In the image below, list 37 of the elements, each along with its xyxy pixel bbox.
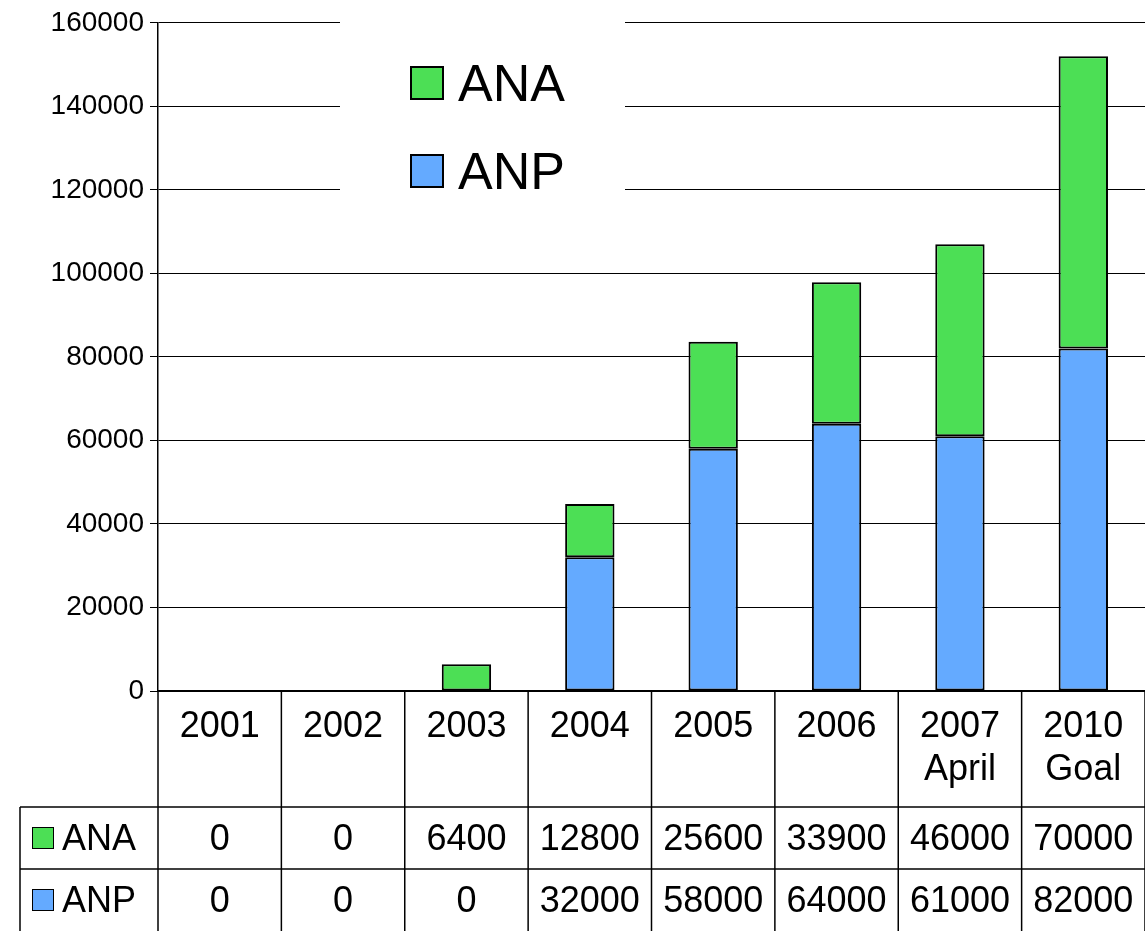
x-tick-label: 2006 bbox=[796, 703, 877, 745]
data-label: 0 bbox=[333, 816, 354, 858]
data-label: 61000 bbox=[909, 878, 1010, 920]
x-tick-label: 2003 bbox=[426, 703, 507, 745]
data-label: 33900 bbox=[786, 816, 887, 858]
x-tick-label: 2004 bbox=[549, 703, 630, 745]
y-tick-label: 160000 bbox=[50, 5, 144, 37]
data-label: 82000 bbox=[1033, 878, 1134, 920]
data-label: 70000 bbox=[1033, 816, 1134, 858]
data-label: 0 bbox=[209, 816, 230, 858]
data-label: 46000 bbox=[909, 816, 1010, 858]
data-label: 25600 bbox=[663, 816, 764, 858]
y-tick-label: 120000 bbox=[50, 172, 144, 204]
legend-label: ANA bbox=[458, 53, 565, 113]
x-tick-label: 2002 bbox=[303, 703, 384, 745]
data-label: 0 bbox=[333, 878, 354, 920]
x-tick-label: 2005 bbox=[673, 703, 754, 745]
y-tick-label: 40000 bbox=[66, 506, 144, 538]
x-tick-label: 2001 bbox=[179, 703, 260, 745]
data-label: 32000 bbox=[539, 878, 640, 920]
data-label: 0 bbox=[209, 878, 230, 920]
data-label: 12800 bbox=[539, 816, 640, 858]
y-tick-label: 80000 bbox=[66, 339, 144, 371]
data-label: 0 bbox=[456, 878, 477, 920]
text: ANA bbox=[62, 816, 137, 858]
x-tick-label: 2007 April bbox=[919, 703, 1000, 788]
legend-label: ANP bbox=[458, 141, 565, 201]
y-tick-label: 0 bbox=[128, 673, 144, 705]
data-label: 6400 bbox=[426, 816, 507, 858]
y-tick-label: 140000 bbox=[50, 89, 144, 121]
y-tick-label: 100000 bbox=[50, 256, 144, 288]
data-label: 64000 bbox=[786, 878, 887, 920]
y-tick-label: 60000 bbox=[66, 423, 144, 455]
y-tick-label: 20000 bbox=[66, 590, 144, 622]
data-label: 58000 bbox=[663, 878, 764, 920]
x-tick-label: 2010 Goal bbox=[1043, 703, 1124, 788]
text: ANP bbox=[62, 878, 137, 920]
